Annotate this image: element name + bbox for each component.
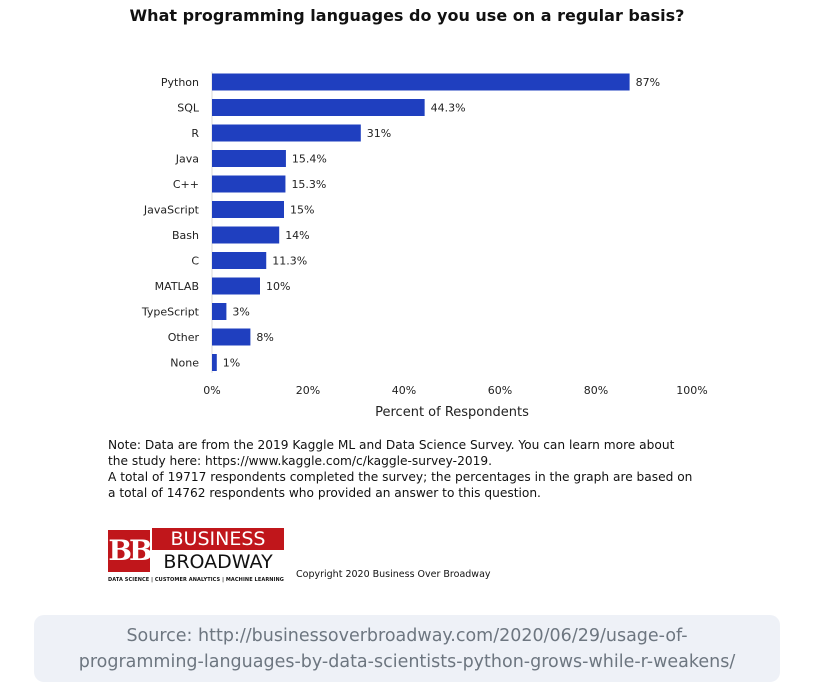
value-label: 8% xyxy=(256,331,273,344)
x-tick-label: 60% xyxy=(488,384,512,397)
category-labels-layer: Python SQL R Java C++ JavaScript Bash C MATLAB Ty… xyxy=(141,76,200,370)
chart-title: What programming languages do you use on… xyxy=(129,6,685,25)
value-label: 15% xyxy=(290,204,314,217)
x-tick-label: 0% xyxy=(203,384,220,397)
note-line: a total of 14762 respondents who provide… xyxy=(108,486,541,500)
note-line: the study here: https://www.kaggle.com/c… xyxy=(108,454,492,468)
bar-matlab xyxy=(212,277,260,295)
category-label: None xyxy=(170,357,199,370)
bars-layer xyxy=(211,71,630,373)
note-line: A total of 19717 respondents completed t… xyxy=(108,470,693,484)
bar-java xyxy=(212,150,286,167)
value-label: 87% xyxy=(636,76,660,89)
category-label: TypeScript xyxy=(141,306,200,319)
bar-python xyxy=(212,73,630,91)
category-label: C xyxy=(191,255,199,268)
logo-mark: BB xyxy=(108,530,153,572)
bar-other xyxy=(212,328,251,346)
x-tick-label: 80% xyxy=(584,384,608,397)
x-axis-title: Percent of Respondents xyxy=(375,405,529,420)
value-label: 31% xyxy=(367,127,391,140)
category-label: JavaScript xyxy=(143,204,200,217)
copyright-text: Copyright 2020 Business Over Broadway xyxy=(296,569,491,580)
value-label: 15.3% xyxy=(291,178,326,191)
bar-r xyxy=(212,124,361,142)
value-label: 10% xyxy=(266,280,290,293)
logo-tagline: DATA SCIENCE | CUSTOMER ANALYTICS | MACH… xyxy=(108,577,285,583)
category-label: C++ xyxy=(173,178,199,191)
source-box: Source: http://businessoverbroadway.com/… xyxy=(34,615,780,682)
x-tick-label: 20% xyxy=(296,384,320,397)
bar-javascript xyxy=(212,201,284,218)
source-line: programming-languages-by-data-scientists… xyxy=(78,652,736,672)
logo-top-word: BUSINESS xyxy=(152,528,284,550)
category-label: MATLAB xyxy=(155,280,199,293)
bar-typescript xyxy=(212,303,227,320)
category-label: Java xyxy=(175,153,199,166)
bar-c- xyxy=(212,175,286,193)
source-line: Source: http://businessoverbroadway.com/… xyxy=(126,626,688,646)
value-label: 11.3% xyxy=(272,255,307,268)
category-label: Bash xyxy=(172,229,199,242)
x-tick-label: 100% xyxy=(676,384,707,397)
x-tick-labels-layer: 0% 20% 40% 60% 80% 100% xyxy=(203,384,707,397)
business-broadway-logo: BB BUSINESS BROADWAY DATA SCIENCE | CUST… xyxy=(108,528,284,590)
value-label: 3% xyxy=(232,306,249,319)
value-label: 14% xyxy=(285,229,309,242)
bar-bash xyxy=(212,226,280,244)
category-label: R xyxy=(191,127,199,140)
logo-bottom-word: BROADWAY xyxy=(163,551,273,573)
x-tick-label: 40% xyxy=(392,384,416,397)
category-label: Python xyxy=(161,76,199,89)
note-line: Note: Data are from the 2019 Kaggle ML a… xyxy=(108,438,675,452)
value-label: 1% xyxy=(223,357,240,370)
note-text: Note: Data are from the 2019 Kaggle ML a… xyxy=(108,437,728,501)
bar-chart: Python SQL R Java C++ JavaScript Bash C MATLAB Ty… xyxy=(141,71,708,420)
bar-sql xyxy=(212,99,425,116)
category-label: SQL xyxy=(177,102,200,115)
category-label: Other xyxy=(168,331,200,344)
bar-none xyxy=(212,354,217,371)
value-label: 15.4% xyxy=(292,153,327,166)
source-text: Source: http://businessoverbroadway.com/… xyxy=(34,623,780,675)
value-label: 44.3% xyxy=(431,102,466,115)
value-labels-layer: 87% 44.3% 31% 15.4% 15.3% 15% 14% 11.3% 10% 3% 8% 1… xyxy=(223,76,660,370)
bar-c xyxy=(212,252,267,269)
